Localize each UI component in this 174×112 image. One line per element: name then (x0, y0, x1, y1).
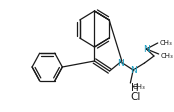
Text: H: H (131, 82, 139, 92)
Text: CH₃: CH₃ (160, 40, 172, 46)
Text: CH₃: CH₃ (161, 53, 173, 58)
Text: CH₃: CH₃ (132, 83, 145, 89)
Text: N: N (117, 58, 124, 67)
Text: N: N (130, 66, 137, 75)
Text: N: N (143, 45, 150, 54)
Text: Cl: Cl (130, 91, 140, 101)
